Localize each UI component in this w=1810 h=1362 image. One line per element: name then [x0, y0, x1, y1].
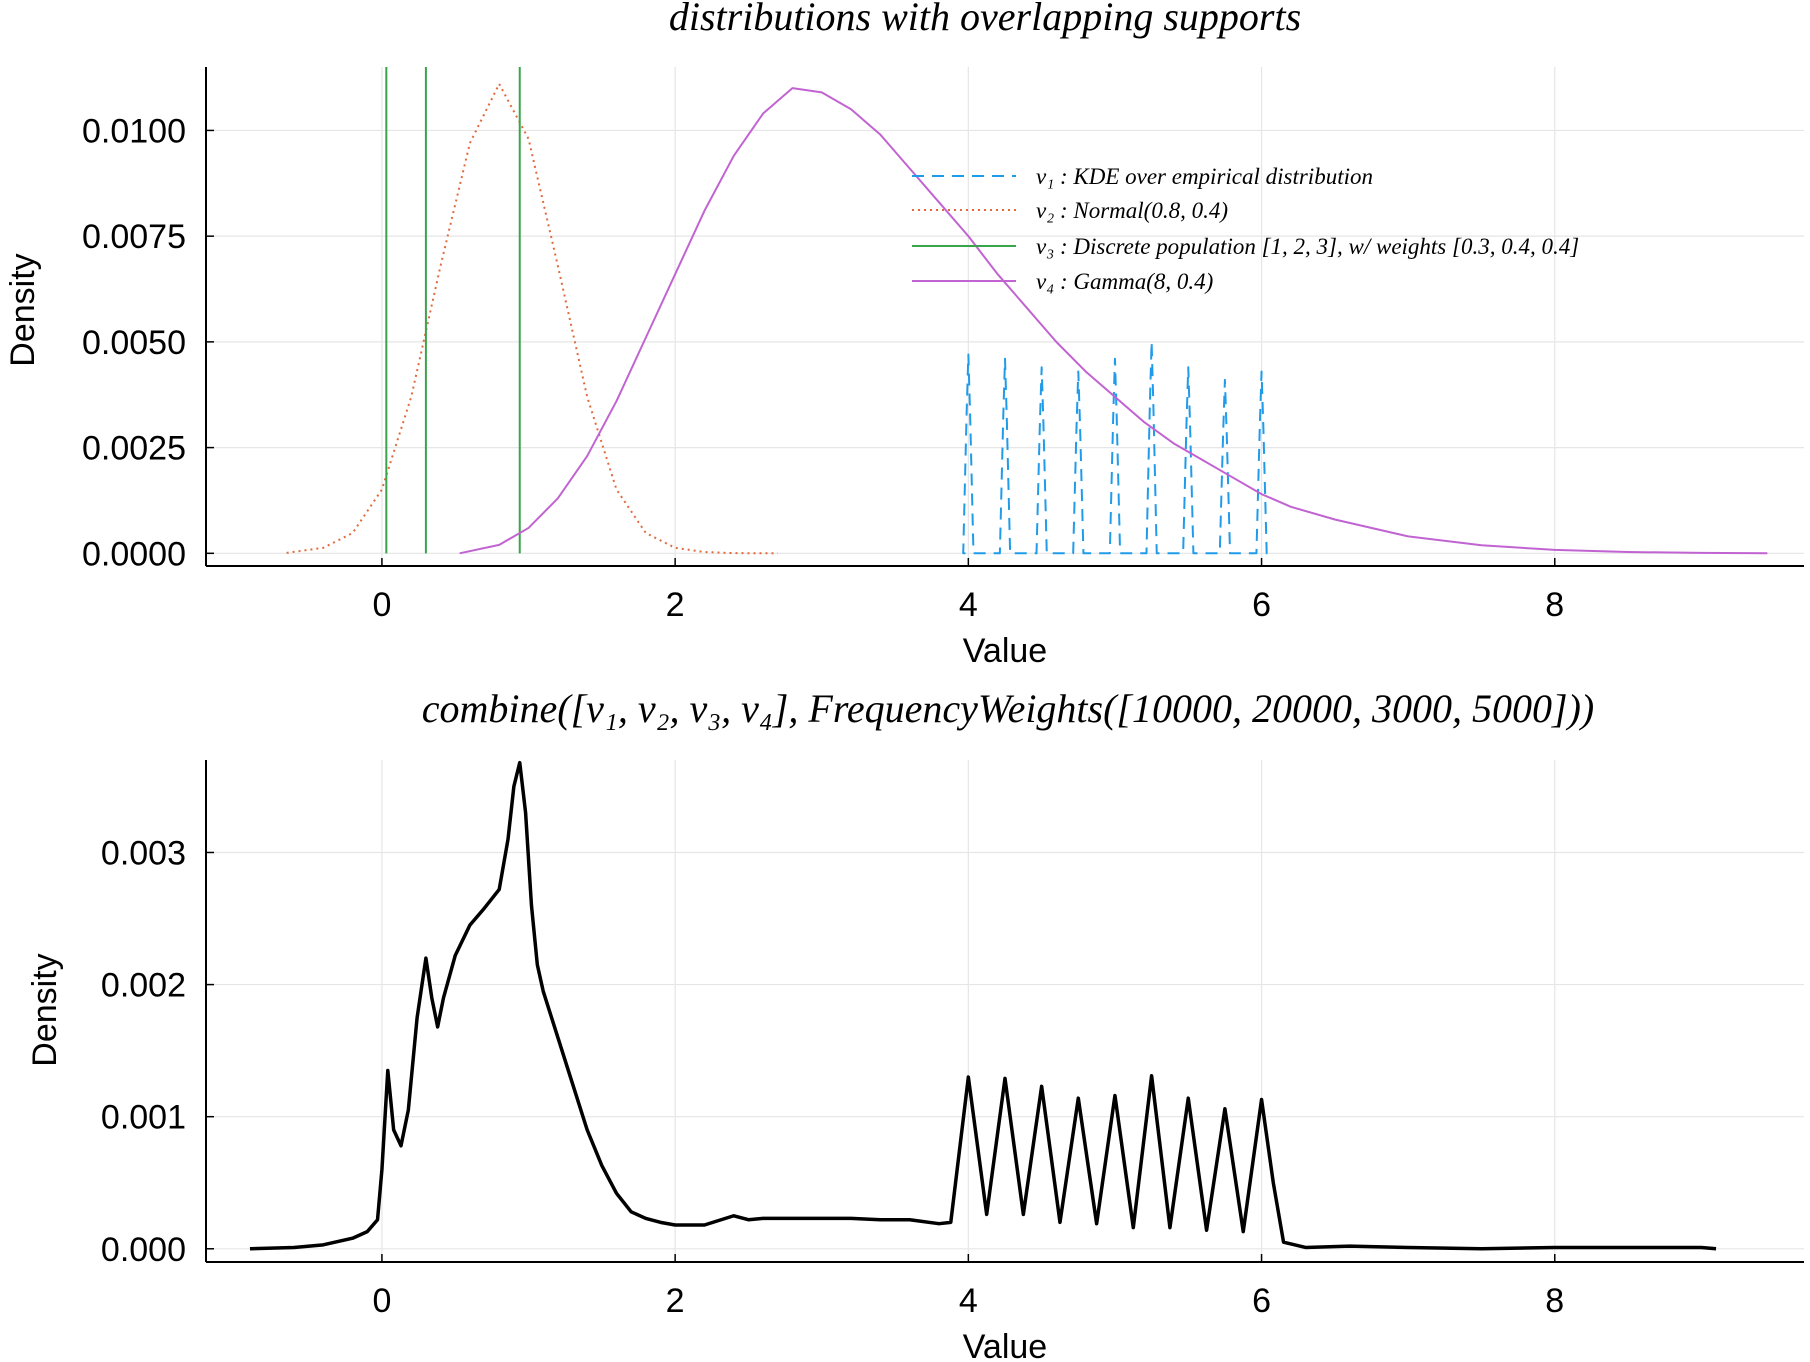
y-tick-label: 0.002 [101, 967, 186, 1005]
y-tick-label: 0.0075 [82, 218, 186, 256]
bottom-gridlines [206, 760, 1804, 1262]
top-series-4-line [459, 87, 1768, 555]
x-tick-label: 8 [1545, 586, 1564, 624]
bottom-y-ticks: 0.000 0.001 0.002 0.003 [101, 834, 214, 1269]
top-y-axis-label: Density [4, 253, 42, 366]
x-tick-label: 2 [666, 586, 685, 624]
y-tick-label: 0.0050 [82, 324, 186, 362]
legend-label-v2: v₂ : Normal(0.8, 0.4) [1036, 198, 1228, 223]
bottom-panel: combine([v₁, v₂, v₃, v₄], FrequencyWeigh… [26, 686, 1804, 1362]
x-tick-label: 8 [1545, 1282, 1564, 1320]
x-tick-label: 4 [959, 1282, 978, 1320]
legend-entry-v2: v₂ : Normal(0.8, 0.4) [912, 198, 1228, 223]
y-tick-label: 0.0100 [82, 112, 186, 150]
top-gridlines [206, 67, 1804, 566]
top-legend: v₁ : KDE over empirical distribution v₂ … [912, 164, 1579, 294]
y-tick-label: 0.0000 [82, 535, 186, 573]
top-y-ticks: 0.0000 0.0025 0.0050 0.0075 0.0100 [82, 112, 214, 573]
top-plot-area [286, 67, 1768, 555]
top-series-2-line [286, 82, 778, 555]
y-tick-label: 0.003 [101, 834, 186, 872]
x-tick-label: 0 [372, 586, 391, 624]
bottom-chart-title: combine([v₁, v₂, v₃, v₄], FrequencyWeigh… [422, 686, 1594, 731]
y-tick-label: 0.000 [101, 1231, 186, 1269]
legend-entry-v1: v₁ : KDE over empirical distribution [912, 164, 1373, 189]
y-tick-label: 0.001 [101, 1099, 186, 1137]
bottom-axes [205, 760, 1804, 1263]
x-tick-label: 2 [666, 1282, 685, 1320]
x-tick-label: 6 [1252, 1282, 1271, 1320]
legend-label-v1: v₁ : KDE over empirical distribution [1036, 164, 1373, 189]
top-axes [205, 67, 1804, 567]
bottom-plot-area [249, 760, 1717, 1251]
x-tick-label: 4 [959, 586, 978, 624]
top-chart-title: distributions with overlapping supports [669, 0, 1301, 39]
bot-series-1-line [249, 760, 1717, 1251]
legend-label-v4: v₄ : Gamma(8, 0.4) [1036, 269, 1213, 294]
top-series-1-line [962, 340, 1268, 555]
x-tick-label: 6 [1252, 586, 1271, 624]
bottom-x-ticks: 0 2 4 6 8 [372, 1254, 1564, 1320]
bottom-x-axis-label: Value [963, 1328, 1047, 1362]
top-x-axis-label: Value [963, 632, 1047, 670]
top-panel: distributions with overlapping supports … [4, 0, 1804, 670]
x-tick-label: 0 [372, 1282, 391, 1320]
bottom-y-axis-label: Density [26, 953, 64, 1066]
legend-entry-v4: v₄ : Gamma(8, 0.4) [912, 269, 1213, 294]
legend-entry-v3: v₃ : Discrete population [1, 2, 3], w/ w… [912, 234, 1579, 259]
y-tick-label: 0.0025 [82, 430, 186, 468]
legend-label-v3: v₃ : Discrete population [1, 2, 3], w/ w… [1036, 234, 1579, 259]
top-x-ticks: 0 2 4 6 8 [372, 558, 1564, 624]
